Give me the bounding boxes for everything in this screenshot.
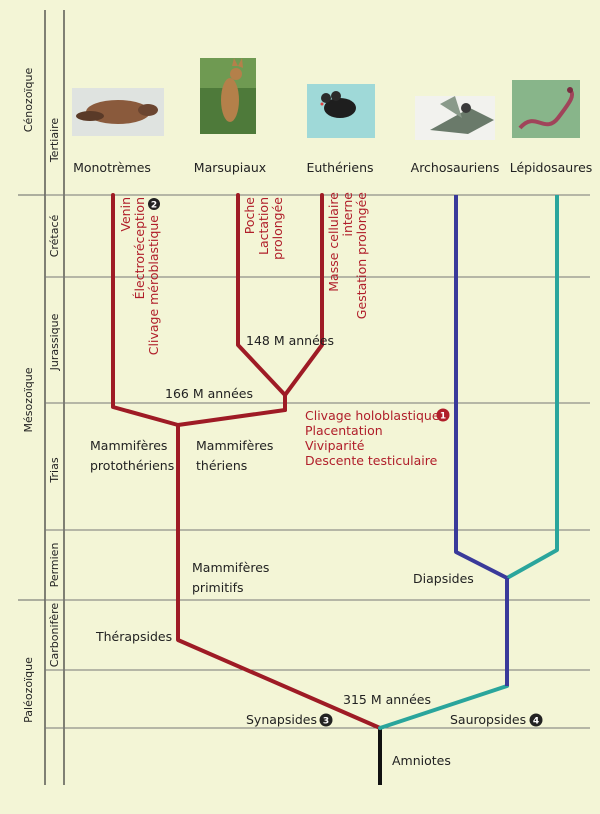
- group-diapsides: Diapsides: [413, 571, 474, 586]
- period-gridlines: [45, 194, 590, 729]
- taxon-eutheriens: Euthériens: [306, 160, 373, 175]
- lepidosaur-branch: [505, 195, 559, 686]
- monotremes-traits: Venin Électroréception Clivage méroblast…: [118, 197, 161, 355]
- trait-placentation: Placentation: [305, 423, 383, 438]
- period-carbonifere: Carbonifère: [48, 603, 61, 668]
- group-theriens-2: thériens: [196, 458, 247, 473]
- mouse-photo: [307, 84, 375, 138]
- group-synapsides: Synapsides: [246, 712, 317, 727]
- period-tertiaire: Tertiaire: [48, 118, 61, 164]
- taxon-monotremes: Monotrèmes: [73, 160, 151, 175]
- archosaur-branch: [454, 195, 508, 580]
- trait-descente-testiculaire: Descente testiculaire: [305, 453, 438, 468]
- trait-viviparite: Viviparité: [305, 438, 365, 453]
- group-sauropsides: Sauropsides: [450, 712, 526, 727]
- marker-2-label: 2: [151, 201, 157, 211]
- period-trias: Trias: [48, 457, 61, 483]
- era-mesozoique: Mésozoïque: [22, 367, 35, 432]
- marker-3-icon: [319, 713, 333, 727]
- kangaroo-photo: [200, 58, 256, 134]
- period-cretace: Crétacé: [48, 214, 61, 257]
- group-primitifs-2: primitifs: [192, 580, 243, 595]
- marker-2-icon: [148, 198, 160, 210]
- trait-electroreception: Électroréception: [132, 197, 147, 299]
- taxon-archosauriens: Archosauriens: [411, 160, 500, 175]
- snake-photo: [512, 80, 580, 138]
- bird-photo: [415, 96, 495, 140]
- taxon-marsupiaux: Marsupiaux: [194, 160, 266, 175]
- group-amniotes: Amniotes: [392, 753, 451, 768]
- trait-lactation: Lactation: [256, 197, 271, 255]
- group-therapsides: Thérapsides: [95, 629, 172, 644]
- period-permien: Permien: [48, 543, 61, 588]
- date-315: 315 M années: [343, 692, 431, 707]
- taxon-lepidosaures: Lépidosaures: [510, 160, 593, 175]
- trait-masse-cellulaire: Masse cellulaire: [326, 192, 341, 292]
- trait-gestation-prolongee: Gestation prolongée: [354, 192, 369, 319]
- group-prototheriens-2: protothériens: [90, 458, 174, 473]
- platypus-photo: [72, 88, 164, 136]
- trait-poche: Poche: [242, 197, 257, 235]
- marker-1-label: 1: [440, 412, 446, 422]
- group-primitifs-1: Mammifères: [192, 560, 269, 575]
- date-148: 148 M années: [246, 333, 334, 348]
- period-jurassique: Jurassique: [48, 313, 61, 371]
- group-prototheriens-1: Mammifères: [90, 438, 167, 453]
- group-theriens-1: Mammifères: [196, 438, 273, 453]
- trait-prolongee: prolongée: [270, 197, 285, 260]
- trait-venin: Venin: [118, 197, 133, 232]
- era-cenozoique: Cénozoïque: [22, 68, 35, 133]
- marker-3-label: 3: [323, 717, 329, 727]
- sauropsid-base-branch: [378, 684, 509, 730]
- marker-1-icon: [436, 408, 450, 422]
- trait-interne: interne: [340, 192, 355, 237]
- eutheriens-traits: Masse cellulaire interne Gestation prolo…: [326, 192, 369, 319]
- marsupiaux-traits: Poche Lactation prolongée: [242, 197, 285, 260]
- trait-clivage-holoblastique: Clivage holoblastique: [305, 408, 440, 423]
- era-paleozoique: Paléozoïque: [22, 657, 35, 723]
- marker-4-icon: [529, 713, 543, 727]
- date-166: 166 M années: [165, 386, 253, 401]
- synapsid-branches: [111, 193, 382, 730]
- marker-4-label: 4: [533, 717, 539, 727]
- trait-clivage-meroblastique: Clivage méroblastique: [146, 215, 161, 356]
